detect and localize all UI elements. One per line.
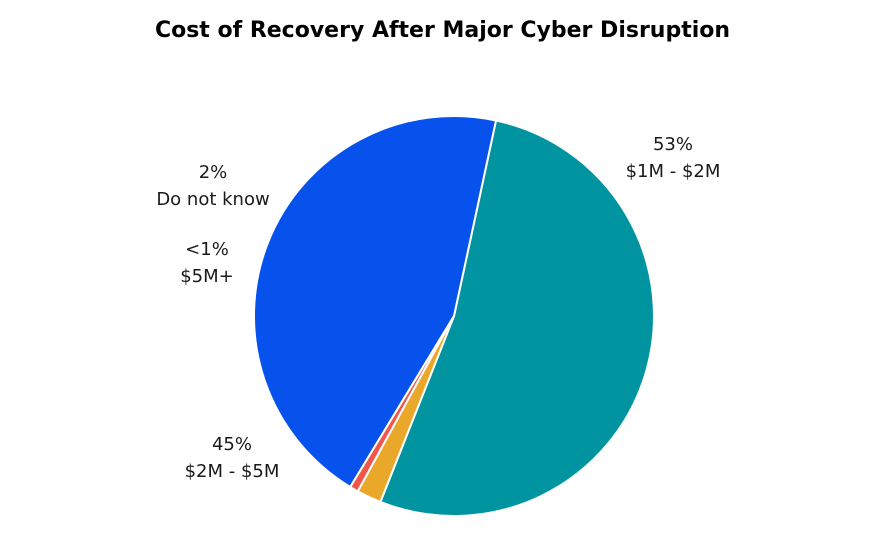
slice-value-label: <1% <box>185 239 229 260</box>
pie-slice-2m-5m <box>253 115 498 488</box>
slice-category-label: $2M - $5M <box>185 461 280 482</box>
slice-category-label: $1M - $2M <box>626 161 721 182</box>
slice-value-label: 45% <box>212 434 252 455</box>
pie-slice-do-not-know <box>356 315 455 503</box>
slice-value-label: 53% <box>653 134 693 155</box>
slice-category-label: Do not know <box>156 189 269 210</box>
pie-slice-1m-2m <box>379 119 655 517</box>
slice-value-label: 2% <box>199 162 228 183</box>
slice-category-label: $5M+ <box>180 266 234 287</box>
chart-title: Cost of Recovery After Major Cyber Disru… <box>154 18 731 43</box>
pie-labels: 53% $1M - $2M 45% $2M - $5M <1% $5M+ 2% Do not … <box>156 134 720 482</box>
pie-slices <box>253 115 655 517</box>
